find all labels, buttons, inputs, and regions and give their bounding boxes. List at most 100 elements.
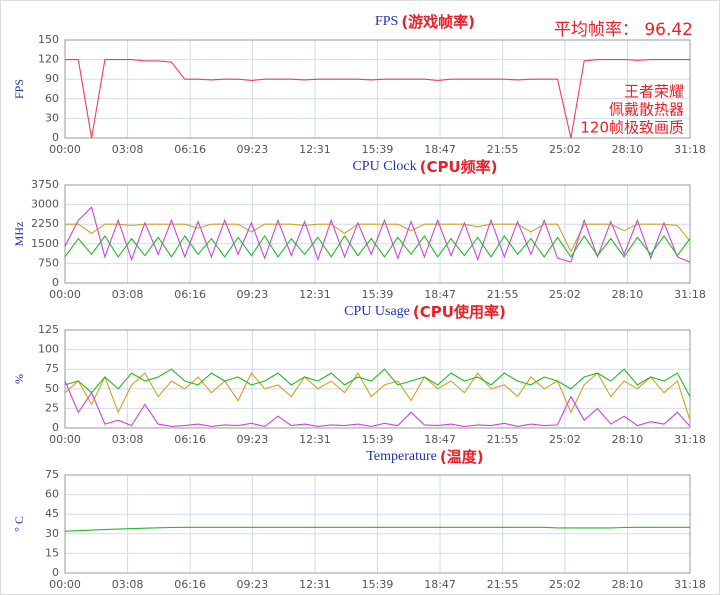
y-tick-label: 45 <box>45 507 59 520</box>
y-tick-label: 30 <box>45 527 59 540</box>
x-tick-label: 06:16 <box>174 143 206 156</box>
annotation: 120帧极致画质 <box>580 119 684 137</box>
title-text: Temperature <box>366 449 437 464</box>
y-tick-label: 1500 <box>31 237 59 250</box>
chart-title: Temperature (温度) <box>366 448 483 466</box>
x-tick-label: 12:31 <box>299 433 331 446</box>
x-tick-label: 28:10 <box>612 288 644 301</box>
y-tick-label: 2250 <box>31 217 59 230</box>
y-tick-label: 3750 <box>31 178 59 191</box>
x-tick-label: 18:47 <box>424 288 456 301</box>
y-tick-label: 3000 <box>31 198 59 211</box>
y-tick-label: 100 <box>38 343 59 356</box>
x-tick-label: 03:08 <box>112 288 144 301</box>
y-tick-label: 15 <box>45 546 59 559</box>
y-tick-label: 75 <box>45 468 59 481</box>
x-tick-label: 15:39 <box>362 433 394 446</box>
plot-border <box>64 184 691 284</box>
data-line <box>64 368 691 397</box>
x-tick-label: 09:23 <box>237 288 269 301</box>
y-axis-label: ° C <box>12 516 26 532</box>
x-tick-label: 12:31 <box>299 578 331 591</box>
y-tick-label: 25 <box>45 401 59 414</box>
x-tick-label: 00:00 <box>49 143 81 156</box>
x-tick-label: 03:08 <box>112 578 144 591</box>
x-tick-label: 15:39 <box>362 288 394 301</box>
title-annotation: (温度) <box>440 448 484 466</box>
x-tick-label: 06:16 <box>174 433 206 446</box>
x-tick-label: 31:18 <box>674 578 706 591</box>
x-tick-label: 15:39 <box>362 143 394 156</box>
x-tick-label: 21:55 <box>487 143 519 156</box>
title-text: FPS <box>375 14 398 29</box>
x-tick-label: 28:10 <box>612 433 644 446</box>
x-tick-label: 21:55 <box>487 578 519 591</box>
plot-border <box>64 474 691 574</box>
data-line <box>64 380 691 427</box>
x-tick-label: 00:00 <box>49 288 81 301</box>
plot-border <box>64 329 691 429</box>
chart-title: CPU Clock (CPU频率) <box>352 158 497 176</box>
title-annotation: (游戏帧率) <box>401 13 475 31</box>
annotation: 平均帧率： 96.42 <box>554 20 693 40</box>
x-tick-label: 28:10 <box>612 578 644 591</box>
data-line <box>64 234 691 258</box>
x-tick-label: 31:18 <box>674 143 706 156</box>
x-tick-label: 25:02 <box>549 143 581 156</box>
x-tick-label: 31:18 <box>674 288 706 301</box>
x-tick-label: 21:55 <box>487 433 519 446</box>
x-tick-label: 09:23 <box>237 433 269 446</box>
y-tick-label: 0 <box>52 566 59 579</box>
annotation: 王者荣耀 <box>624 83 684 101</box>
x-tick-label: 18:47 <box>424 578 456 591</box>
x-tick-label: 09:23 <box>237 143 269 156</box>
x-tick-label: 00:00 <box>49 433 81 446</box>
y-tick-label: 90 <box>45 72 59 85</box>
x-tick-label: 18:47 <box>424 433 456 446</box>
x-tick-label: 06:16 <box>174 288 206 301</box>
y-tick-label: 0 <box>52 276 59 289</box>
plot-border <box>64 39 691 139</box>
data-line <box>64 206 691 263</box>
y-tick-label: 750 <box>38 256 59 269</box>
chart-title: CPU Usage (CPU使用率) <box>344 303 506 321</box>
y-tick-label: 120 <box>38 53 59 66</box>
title-text: CPU Clock <box>352 159 416 174</box>
x-tick-label: 06:16 <box>174 578 206 591</box>
y-tick-label: 50 <box>45 382 59 395</box>
x-tick-label: 25:02 <box>549 288 581 301</box>
y-tick-label: 150 <box>38 33 59 46</box>
y-tick-label: 0 <box>52 421 59 434</box>
y-axis-label: MHz <box>12 222 26 247</box>
x-tick-label: 18:47 <box>424 143 456 156</box>
data-line <box>64 372 691 421</box>
y-tick-label: 0 <box>52 131 59 144</box>
x-tick-label: 00:00 <box>49 578 81 591</box>
data-line <box>65 59 690 139</box>
chart-title: FPS (游戏帧率) <box>375 13 475 31</box>
x-tick-label: 25:02 <box>549 578 581 591</box>
y-tick-label: 60 <box>45 488 59 501</box>
y-axis-label: % <box>12 374 26 384</box>
x-tick-label: 31:18 <box>674 433 706 446</box>
x-tick-label: 12:31 <box>299 143 331 156</box>
y-tick-label: 30 <box>45 111 59 124</box>
x-tick-label: 21:55 <box>487 288 519 301</box>
data-line <box>64 526 690 532</box>
y-tick-label: 75 <box>45 362 59 375</box>
y-tick-label: 125 <box>38 323 59 336</box>
x-tick-label: 03:08 <box>112 143 144 156</box>
title-text: CPU Usage <box>344 304 410 319</box>
data-line <box>65 223 691 253</box>
y-tick-label: 60 <box>45 92 59 105</box>
title-annotation: (CPU频率) <box>420 158 498 176</box>
y-axis-label: FPS <box>12 79 26 99</box>
x-tick-label: 15:39 <box>362 578 394 591</box>
x-tick-label: 28:10 <box>612 143 644 156</box>
x-tick-label: 03:08 <box>112 433 144 446</box>
x-tick-label: 12:31 <box>299 288 331 301</box>
x-tick-label: 09:23 <box>237 578 269 591</box>
annotation: 佩戴散热器 <box>609 101 684 119</box>
title-annotation: (CPU使用率) <box>413 303 506 321</box>
